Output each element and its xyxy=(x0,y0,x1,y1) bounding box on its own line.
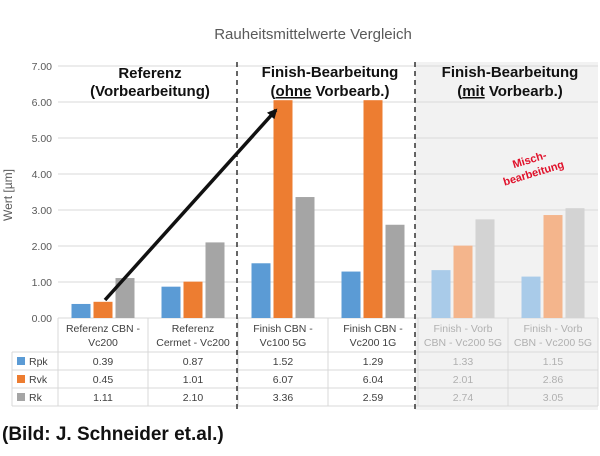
x-tick-label: Finish - Vorb xyxy=(524,323,583,335)
group2-rest: Vorbearb.) xyxy=(311,83,389,100)
table-cell: 6.07 xyxy=(273,374,294,386)
legend-label-rvk: Rvk xyxy=(29,374,48,386)
legend-swatch-rk xyxy=(17,393,25,401)
bar-rk-4 xyxy=(475,219,495,318)
table-cell: 2.86 xyxy=(543,374,564,386)
image-credit: (Bild: J. Schneider et.al.) xyxy=(2,424,224,445)
table-cell: 0.87 xyxy=(183,356,204,368)
x-tick-label: Finish CBN - xyxy=(253,323,313,335)
table-cell: 1.11 xyxy=(93,392,113,404)
group3-rest: Vorbearb.) xyxy=(485,83,563,100)
chart: Rauheitsmittelwerte Vergleich Wert [µm] … xyxy=(1,26,599,410)
bar-rpk-3 xyxy=(341,271,361,318)
bar-rvk-5 xyxy=(543,215,563,318)
table-cell: 2.10 xyxy=(183,392,204,404)
y-tick-label: 0.00 xyxy=(32,313,53,325)
x-tick-label: Vc200 1G xyxy=(350,337,397,349)
table-cell: 2.01 xyxy=(453,374,474,386)
table-cell: 2.59 xyxy=(363,392,384,404)
y-tick-label: 7.00 xyxy=(32,61,53,73)
y-axis-label: Wert [µm] xyxy=(1,169,15,221)
bar-rvk-0 xyxy=(93,301,113,318)
table-cell: 1.01 xyxy=(183,374,204,386)
x-tick-label: Cermet - Vc200 xyxy=(156,337,230,349)
x-tick-label: Referenz xyxy=(172,323,215,335)
legend-swatch-rvk xyxy=(17,375,25,383)
legend-swatch-rpk xyxy=(17,357,25,365)
bar-rk-0 xyxy=(115,278,135,318)
table-cell: 3.05 xyxy=(543,392,564,404)
y-tick-label: 4.00 xyxy=(32,169,53,181)
y-tick-label: 5.00 xyxy=(32,133,53,145)
group3-underlined: mit xyxy=(462,83,485,100)
x-tick-label: Finish - Vorb xyxy=(434,323,493,335)
bar-rpk-0 xyxy=(71,303,91,318)
table-cell: 1.15 xyxy=(543,356,564,368)
trend-arrow xyxy=(103,108,278,302)
group3-subheading: (mit Vorbearb.) xyxy=(457,83,563,100)
bar-rvk-2 xyxy=(273,100,293,318)
x-tick-label: Referenz CBN - xyxy=(66,323,141,335)
x-tick-label: Vc200 xyxy=(88,337,118,349)
bar-rvk-3 xyxy=(363,100,383,318)
bar-rvk-4 xyxy=(453,245,473,318)
group2-subheading: (ohne Vorbearb.) xyxy=(271,83,390,100)
table-cell: 6.04 xyxy=(363,374,384,386)
bar-rk-3 xyxy=(385,224,405,318)
group2-underlined: ohne xyxy=(276,83,312,100)
bar-rk-2 xyxy=(295,197,315,318)
table-cell: 1.52 xyxy=(273,356,294,368)
x-tick-label: Vc100 5G xyxy=(260,337,307,349)
legend-label-rk: Rk xyxy=(29,392,43,404)
group1-heading: Referenz xyxy=(118,65,181,82)
table-cell: 3.36 xyxy=(273,392,294,404)
table-cell: 1.33 xyxy=(453,356,474,368)
bar-rpk-5 xyxy=(521,276,541,318)
bar-rvk-1 xyxy=(183,281,203,318)
x-tick-label: CBN - Vc200 5G xyxy=(514,337,592,349)
bar-rk-5 xyxy=(565,208,585,318)
chart-title: Rauheitsmittelwerte Vergleich xyxy=(214,26,412,43)
x-tick-label: Finish CBN - xyxy=(343,323,403,335)
table-cell: 1.29 xyxy=(363,356,384,368)
y-tick-label: 3.00 xyxy=(32,205,53,217)
group3-heading: Finish-Bearbeitung xyxy=(442,64,579,81)
y-tick-label: 2.00 xyxy=(32,241,53,253)
x-tick-label: CBN - Vc200 5G xyxy=(424,337,502,349)
bar-rpk-2 xyxy=(251,263,271,318)
group1-subheading: (Vorbearbeitung) xyxy=(90,83,210,100)
bar-rpk-4 xyxy=(431,270,451,318)
table-cell: 0.45 xyxy=(93,374,114,386)
y-tick-label: 6.00 xyxy=(32,97,53,109)
bar-rk-1 xyxy=(205,242,225,318)
group2-heading: Finish-Bearbeitung xyxy=(262,64,399,81)
table-cell: 0.39 xyxy=(93,356,114,368)
y-tick-label: 1.00 xyxy=(32,277,53,289)
table-cell: 2.74 xyxy=(453,392,474,404)
legend-label-rpk: Rpk xyxy=(29,356,48,368)
bar-rpk-1 xyxy=(161,286,181,318)
